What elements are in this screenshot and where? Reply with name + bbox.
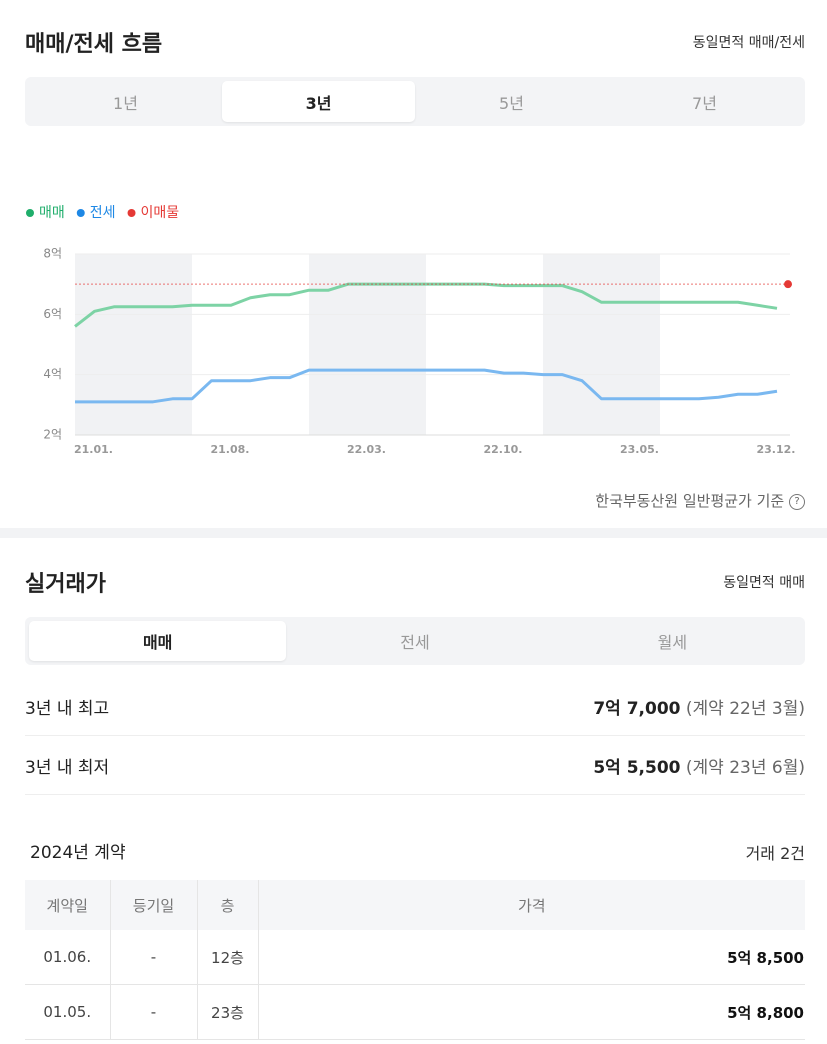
x-tick-label: 23.12. — [757, 443, 796, 456]
series-line — [75, 368, 778, 404]
tab[interactable]: 1년 — [113, 93, 138, 113]
stat-price: 7억 7,000 — [593, 698, 681, 719]
stat-value: 7억 7,000 (계약 22년 3월) — [593, 694, 805, 719]
y-tick-label: 6억 — [43, 307, 62, 321]
table-cell: - — [110, 984, 198, 1040]
stat-value: 5억 5,500 (계약 23년 6월) — [593, 753, 805, 778]
listing-dot — [784, 280, 792, 289]
stat-note: (계약 23년 6월) — [685, 757, 805, 778]
x-tick-label: 22.03. — [347, 443, 386, 456]
tab[interactable]: 5년 — [499, 93, 524, 113]
x-tick-label: 23.05. — [620, 443, 659, 456]
tab[interactable]: 매매 — [29, 621, 287, 661]
table-cell: - — [110, 930, 198, 985]
table-row: 01.05. -23층 5억 8,800 — [25, 984, 805, 1040]
chart: 2억 4억 6억 8억 21.01. 21.08. 22.03. 22.10. 23.05. 23… — [26, 205, 796, 456]
x-tick-label: 22.10. — [484, 443, 523, 456]
table-cell: 01.06. — [25, 930, 111, 985]
table-row: 01.06. -12층 5억 8,500 — [25, 930, 805, 985]
period-band — [543, 254, 660, 435]
table-cell: 5억 8,800 — [258, 984, 805, 1040]
period-tabs: 1년 3년 5년 7년 — [25, 77, 805, 126]
source-text: 한국부동산원 일반평균가 기준 — [595, 492, 785, 510]
period-band — [309, 254, 426, 435]
column-header: 등기일 — [110, 880, 198, 930]
stat-label: 3년 내 최저 — [25, 757, 110, 778]
year-title: 2024년 계약 — [30, 843, 126, 863]
section-link[interactable]: 동일면적 매매 — [723, 575, 805, 591]
legend-label: 이매물 — [141, 205, 180, 221]
column-header: 계약일 — [25, 880, 111, 930]
stat-label: 3년 내 최고 — [25, 698, 110, 719]
y-tick-label: 8억 — [43, 247, 62, 261]
stat-row: 3년 내 최고 7억 7,000 (계약 22년 3월) — [25, 677, 805, 736]
table-cell: 23층 — [197, 984, 259, 1040]
section-title: 실거래가 — [25, 572, 106, 597]
tab[interactable]: 전세 — [400, 633, 430, 652]
table-cell: 01.05. — [25, 984, 111, 1040]
column-header: 층 — [197, 880, 259, 930]
series-line — [74, 282, 778, 328]
stat-price: 5억 5,500 — [593, 757, 681, 778]
legend-dot — [127, 209, 136, 217]
column-header: 가격 — [258, 880, 805, 930]
section-title: 매매/전세 흐름 — [25, 32, 163, 57]
stat-row: 3년 내 최저 5억 5,500 (계약 23년 6월) — [25, 736, 805, 795]
legend-label: 매매 — [39, 205, 65, 221]
tab[interactable]: 월세 — [657, 633, 688, 652]
y-tick-label: 2억 — [43, 428, 62, 442]
deal-table: 계약일 등기일 층 가격 01.06. -12층 5억 8,500 01.05. -23층 5억… — [25, 880, 805, 1040]
section-link[interactable]: 동일면적 매매/전세 — [692, 35, 805, 51]
stat-note: (계약 22년 3월) — [685, 698, 805, 719]
table-cell: 5억 8,500 — [258, 930, 805, 985]
table-cell: 12층 — [197, 930, 259, 985]
deal-count: 거래 2건 — [745, 844, 805, 863]
period-band — [75, 254, 192, 435]
legend-dot — [26, 209, 34, 217]
divider — [0, 528, 827, 538]
tab[interactable]: 3년 — [222, 81, 415, 122]
source-note: 한국부동산원 일반평균가 기준 ? — [595, 490, 805, 511]
y-tick-label: 4억 — [43, 367, 62, 381]
table-header: 계약일 등기일 층 가격 — [25, 880, 805, 930]
legend-label: 전세 — [90, 205, 116, 221]
deal-tabs: 매매 전세 월세 — [25, 617, 805, 665]
legend-dot — [76, 209, 85, 217]
x-tick-label: 21.01. — [74, 443, 113, 456]
help-icon[interactable]: ? — [789, 493, 805, 510]
tab[interactable]: 7년 — [692, 93, 717, 113]
x-tick-label: 21.08. — [211, 443, 250, 456]
